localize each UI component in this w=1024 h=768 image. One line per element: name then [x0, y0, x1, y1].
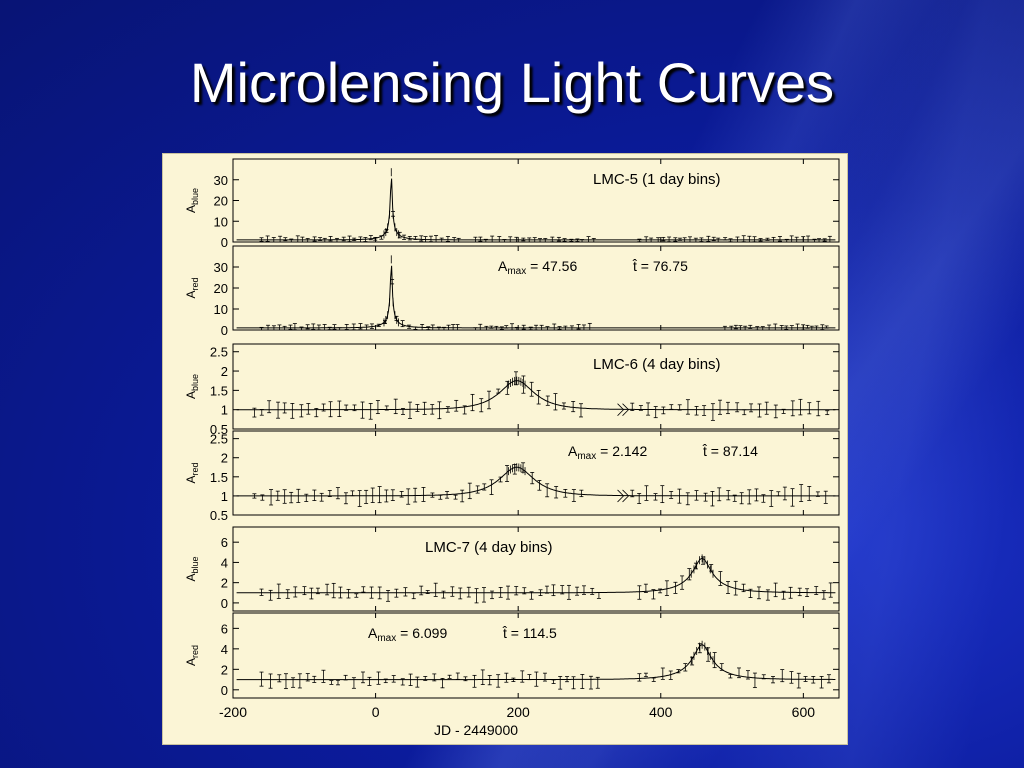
x-tick-label: 400	[649, 704, 673, 720]
amax-label: Amax = 6.099	[368, 625, 447, 644]
y-tick-label: 20	[214, 194, 228, 209]
slide-title: Microlensing Light Curves	[189, 51, 835, 114]
y-tick-label: 2	[221, 364, 228, 379]
model-curve	[236, 466, 836, 497]
y-axis-label: Ared	[184, 645, 200, 666]
y-axis-label: Ablue	[184, 188, 200, 213]
y-tick-label: 2.5	[210, 345, 228, 360]
y-tick-label: 0	[221, 323, 228, 338]
panel-6: 0 2 4 6 Ared Amax = 6.099 t̂ = 114.5	[184, 612, 840, 699]
amax-label: Amax = 2.142	[568, 443, 647, 462]
y-tick-label: 0.5	[210, 422, 228, 437]
y-tick-label: 1.5	[210, 383, 228, 398]
y-tick-label: 10	[214, 302, 228, 317]
panel-3: 0.5 1 1.5 2 2.5 Ablue LMC-6 (4 day bins)	[184, 343, 840, 437]
y-tick-label: 6	[221, 621, 228, 636]
light-curve-figure: 0 10 20 30 Ablue LMC-5 (1 day bins) 0 10 20 30 Are…	[162, 153, 848, 745]
y-tick-label: 0	[221, 596, 228, 611]
panel-2: 0 10 20 30 Ared Amax = 47.56 t̂ = 76.75	[184, 245, 840, 338]
model-curve	[236, 557, 836, 594]
that-label: t̂ = 114.5	[502, 625, 557, 641]
panel-frame	[232, 343, 840, 430]
y-axis-label: Ablue	[184, 556, 200, 581]
y-tick-label: 30	[214, 173, 228, 188]
model-curve	[236, 380, 836, 411]
panel-annotation: LMC-7 (4 day bins)	[425, 539, 553, 556]
y-tick-label: 2	[221, 662, 228, 677]
panel-annotation: LMC-5 (1 day bins)	[593, 171, 721, 188]
y-tick-label: 2	[221, 576, 228, 591]
panel-frame	[232, 158, 840, 243]
y-tick-label: 4	[221, 555, 228, 570]
y-tick-label: 2.5	[210, 432, 228, 447]
that-label: t̂ = 76.75	[632, 258, 688, 274]
y-tick-label: 30	[214, 260, 228, 275]
x-tick-label: 0	[372, 704, 380, 720]
y-tick-label: 20	[214, 281, 228, 296]
y-tick-label: 1	[221, 489, 228, 504]
model-curve	[236, 265, 836, 329]
x-tick-label: 200	[506, 704, 530, 720]
axis-break-mark	[617, 403, 630, 416]
panel-frame	[232, 430, 840, 516]
y-tick-label: 0	[221, 683, 228, 698]
x-tick-label: -200	[219, 704, 247, 720]
panel-frame	[232, 526, 840, 612]
y-tick-label: 2	[221, 451, 228, 466]
y-tick-label: 10	[214, 214, 228, 229]
that-label: t̂ = 87.14	[702, 443, 758, 459]
y-tick-label: 0	[221, 235, 228, 250]
y-axis-label: Ared	[184, 277, 200, 298]
x-axis-label: JD - 2449000	[434, 722, 518, 738]
amax-label: Amax = 47.56	[498, 258, 577, 277]
model-curve	[236, 178, 836, 241]
panel-annotation: LMC-6 (4 day bins)	[593, 356, 721, 373]
y-tick-label: 4	[221, 642, 228, 657]
y-tick-label: 1.5	[210, 470, 228, 485]
axis-break-mark	[617, 489, 630, 503]
panel-4: 0.5 1 1.5 2 2.5 Ared Amax = 2.142 t̂ = 87.14	[184, 430, 840, 523]
x-tick-label: 600	[792, 704, 816, 720]
y-tick-label: 1	[221, 403, 228, 418]
y-tick-label: 0.5	[210, 508, 228, 523]
panel-5: 0 2 4 6 Ablue LMC-7 (4 day bins)	[184, 526, 840, 612]
y-axis-label: Ared	[184, 462, 200, 483]
y-axis-label: Ablue	[184, 374, 200, 399]
panel-1: 0 10 20 30 Ablue LMC-5 (1 day bins)	[184, 158, 840, 250]
panel-frame	[232, 612, 840, 699]
y-tick-label: 6	[221, 535, 228, 550]
